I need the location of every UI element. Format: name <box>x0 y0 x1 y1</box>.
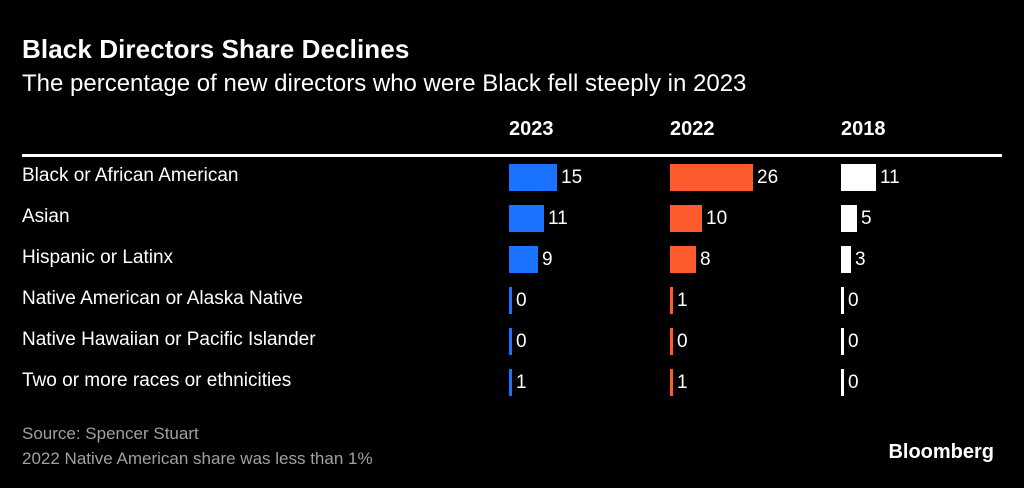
bar-2023 <box>509 164 557 191</box>
category-label: Asian <box>22 206 70 227</box>
data-label-2018: 11 <box>880 167 900 188</box>
category-label: Hispanic or Latinx <box>22 247 174 268</box>
bar-2023 <box>509 205 544 232</box>
column-header-2023: 2023 <box>509 118 554 140</box>
chart-subtitle: The percentage of new directors who were… <box>22 70 747 97</box>
bar-2023 <box>509 246 538 273</box>
data-label-2023: 0 <box>516 331 527 352</box>
data-label-2023: 11 <box>548 208 568 229</box>
data-label-2022: 26 <box>757 167 779 188</box>
footnote: 2022 Native American share was less than… <box>22 449 373 468</box>
data-label-2022: 0 <box>677 331 688 352</box>
bar-2022 <box>670 205 702 232</box>
bar-2022 <box>670 369 673 396</box>
data-label-2018: 0 <box>848 331 859 352</box>
bar-2018 <box>841 164 876 191</box>
data-label-2022: 1 <box>677 290 688 311</box>
column-header-2018: 2018 <box>841 118 886 140</box>
bar-2022 <box>670 328 673 355</box>
data-label-2018: 3 <box>855 249 866 270</box>
data-label-2023: 9 <box>542 249 553 270</box>
bar-2018 <box>841 369 844 396</box>
bar-2023 <box>509 369 512 396</box>
data-label-2022: 10 <box>706 208 728 229</box>
bar-2022 <box>670 287 673 314</box>
category-label: Two or more races or ethnicities <box>22 370 292 391</box>
data-label-2018: 5 <box>861 208 872 229</box>
data-label-2018: 0 <box>848 290 859 311</box>
bar-2023 <box>509 328 512 355</box>
data-label-2022: 8 <box>700 249 711 270</box>
column-header-2022: 2022 <box>670 118 715 140</box>
bar-2018 <box>841 287 844 314</box>
source-note: Source: Spencer Stuart <box>22 424 199 443</box>
category-label: Black or African American <box>22 165 239 186</box>
category-label: Native Hawaiian or Pacific Islander <box>22 329 316 350</box>
category-label: Native American or Alaska Native <box>22 288 303 309</box>
data-label-2023: 0 <box>516 290 527 311</box>
bar-2018 <box>841 246 851 273</box>
header-rule <box>22 154 1002 157</box>
data-label-2022: 1 <box>677 372 688 393</box>
bar-2023 <box>509 287 512 314</box>
bar-2018 <box>841 328 844 355</box>
bar-2022 <box>670 164 753 191</box>
data-label-2023: 1 <box>516 372 527 393</box>
bar-2022 <box>670 246 696 273</box>
chart-title: Black Directors Share Declines <box>22 34 410 64</box>
bloomberg-logo: Bloomberg <box>888 441 994 463</box>
data-label-2023: 15 <box>561 167 583 188</box>
bar-2018 <box>841 205 857 232</box>
data-label-2018: 0 <box>848 372 859 393</box>
